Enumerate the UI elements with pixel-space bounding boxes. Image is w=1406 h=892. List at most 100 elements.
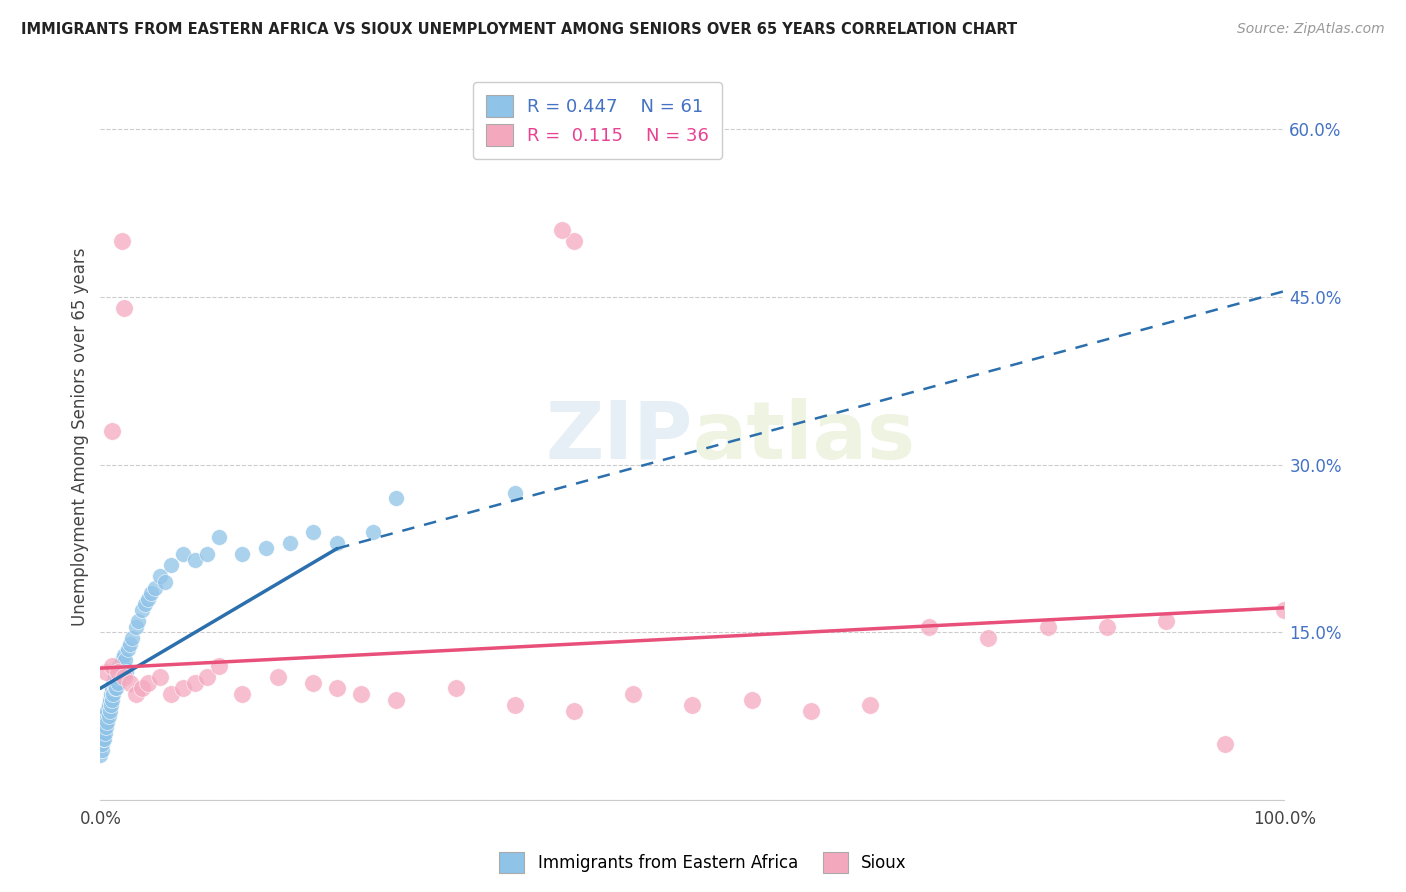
Point xyxy=(143,581,166,595)
Point xyxy=(918,620,941,634)
Point xyxy=(741,692,763,706)
Point xyxy=(184,552,207,566)
Point xyxy=(1213,737,1236,751)
Point xyxy=(103,670,125,684)
Point xyxy=(350,687,373,701)
Point xyxy=(134,598,156,612)
Point xyxy=(621,687,644,701)
Point xyxy=(94,726,117,740)
Point xyxy=(101,692,124,706)
Point xyxy=(562,704,585,718)
Point xyxy=(551,222,574,236)
Point xyxy=(96,704,118,718)
Point xyxy=(93,721,115,735)
Point xyxy=(208,530,231,544)
Point xyxy=(184,675,207,690)
Point xyxy=(100,687,122,701)
Point xyxy=(131,681,153,696)
Point xyxy=(302,524,325,539)
Point xyxy=(112,301,135,315)
Point xyxy=(96,665,118,679)
Point xyxy=(97,709,120,723)
Point xyxy=(361,524,384,539)
Point xyxy=(110,665,132,679)
Point xyxy=(136,591,159,606)
Point xyxy=(503,698,526,712)
Point xyxy=(444,681,467,696)
Point xyxy=(97,698,120,712)
Point xyxy=(278,536,301,550)
Point xyxy=(121,631,143,645)
Point xyxy=(105,670,128,684)
Point xyxy=(103,687,125,701)
Point xyxy=(94,714,117,729)
Point xyxy=(208,659,231,673)
Legend: Immigrants from Eastern Africa, Sioux: Immigrants from Eastern Africa, Sioux xyxy=(492,846,914,880)
Point xyxy=(111,234,134,248)
Point xyxy=(96,714,118,729)
Point xyxy=(108,659,131,673)
Text: Source: ZipAtlas.com: Source: ZipAtlas.com xyxy=(1237,22,1385,37)
Text: atlas: atlas xyxy=(692,398,915,475)
Point xyxy=(385,491,408,505)
Point xyxy=(107,665,129,679)
Point xyxy=(503,485,526,500)
Point xyxy=(326,536,349,550)
Point xyxy=(107,675,129,690)
Point xyxy=(562,234,585,248)
Point xyxy=(107,665,129,679)
Point xyxy=(136,675,159,690)
Point xyxy=(155,575,177,590)
Point xyxy=(125,687,148,701)
Point xyxy=(172,547,194,561)
Point xyxy=(385,692,408,706)
Point xyxy=(112,670,135,684)
Point xyxy=(267,670,290,684)
Text: ZIP: ZIP xyxy=(546,398,692,475)
Point xyxy=(118,637,141,651)
Point xyxy=(104,675,127,690)
Point xyxy=(302,675,325,690)
Y-axis label: Unemployment Among Seniors over 65 years: Unemployment Among Seniors over 65 years xyxy=(72,247,89,626)
Point xyxy=(91,731,114,746)
Point xyxy=(103,681,125,696)
Point xyxy=(681,698,703,712)
Point xyxy=(1095,620,1118,634)
Text: IMMIGRANTS FROM EASTERN AFRICA VS SIOUX UNEMPLOYMENT AMONG SENIORS OVER 65 YEARS: IMMIGRANTS FROM EASTERN AFRICA VS SIOUX … xyxy=(21,22,1017,37)
Point xyxy=(90,743,112,757)
Point xyxy=(1274,603,1296,617)
Point xyxy=(148,670,170,684)
Point xyxy=(195,547,218,561)
Point xyxy=(101,424,124,438)
Point xyxy=(98,704,121,718)
Point xyxy=(800,704,823,718)
Point xyxy=(172,681,194,696)
Point xyxy=(131,603,153,617)
Point xyxy=(104,681,127,696)
Point xyxy=(111,659,134,673)
Point xyxy=(93,731,115,746)
Point xyxy=(977,631,1000,645)
Point xyxy=(112,648,135,662)
Point xyxy=(231,547,253,561)
Point xyxy=(148,569,170,583)
Point xyxy=(96,709,118,723)
Point xyxy=(125,620,148,634)
Legend: R = 0.447    N = 61, R =  0.115    N = 36: R = 0.447 N = 61, R = 0.115 N = 36 xyxy=(474,82,723,159)
Point xyxy=(103,675,125,690)
Point xyxy=(117,642,139,657)
Point xyxy=(1036,620,1059,634)
Point xyxy=(160,558,183,573)
Point xyxy=(231,687,253,701)
Point xyxy=(195,670,218,684)
Point xyxy=(90,737,112,751)
Point xyxy=(141,586,163,600)
Point xyxy=(101,681,124,696)
Point xyxy=(127,614,149,628)
Point xyxy=(111,653,134,667)
Point xyxy=(91,726,114,740)
Point xyxy=(254,541,277,556)
Point xyxy=(1154,614,1177,628)
Point xyxy=(115,665,138,679)
Point xyxy=(326,681,349,696)
